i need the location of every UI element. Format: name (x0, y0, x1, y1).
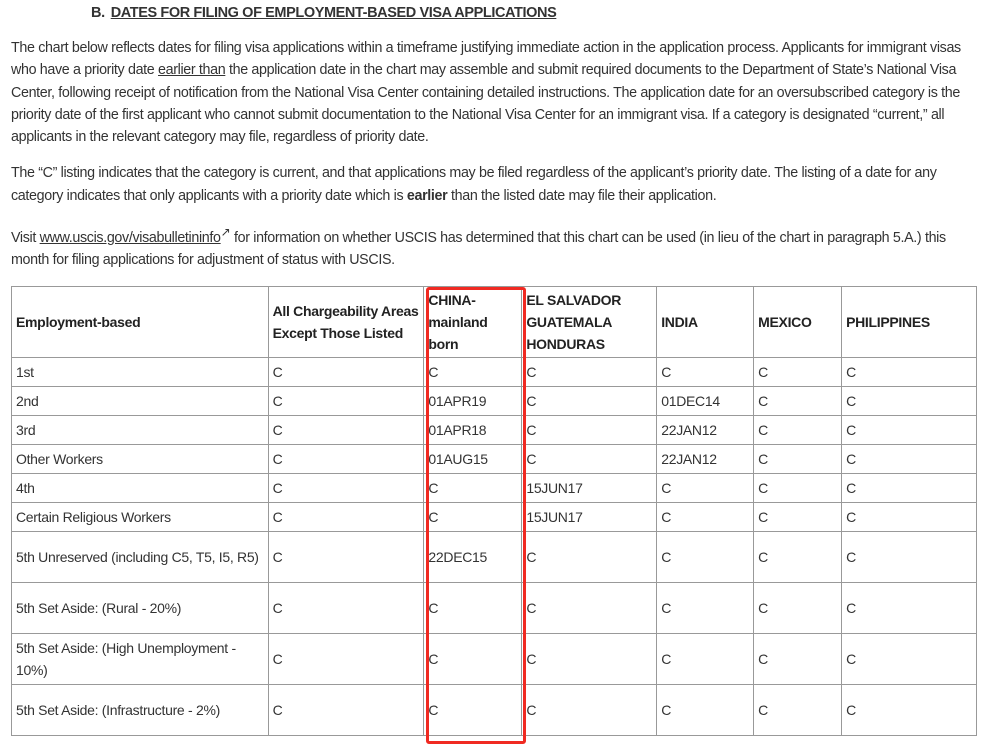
date-cell: C (841, 473, 977, 503)
table-row: 2nd C 01APR19 C 01DEC14 C C (11, 386, 977, 416)
table-row: Other Workers C 01AUG15 C 22JAN12 C C (11, 444, 977, 474)
category-cell: 5th Set Aside: (High Unemployment - 10%) (11, 633, 269, 685)
category-cell: Other Workers (11, 444, 269, 474)
paragraph-uscis: Visit www.uscis.gov/visabulletininfo↗ fo… (11, 225, 946, 269)
date-cell: C (521, 633, 658, 685)
column-header: EL SALVADOR GUATEMALA HONDURAS (521, 286, 658, 358)
date-cell: 01APR18 (423, 415, 523, 445)
date-cell: C (841, 415, 977, 445)
paragraph-intro: The chart below reflects dates for filin… (11, 40, 961, 146)
date-cell: C (841, 444, 977, 474)
date-cell: C (753, 582, 843, 634)
date-cell: C (521, 684, 658, 736)
date-cell: C (267, 582, 425, 634)
date-cell: C (656, 633, 755, 685)
date-cell: 15JUN17 (521, 502, 658, 532)
date-cell: 15JUN17 (521, 473, 658, 503)
page: B. DATES FOR FILING OF EMPLOYMENT-BASED V… (0, 0, 988, 271)
category-cell: 5th Set Aside: (Rural - 20%) (11, 582, 269, 634)
date-cell: C (656, 582, 755, 634)
table-row: 5th Set Aside: (Infrastructure - 2%) C C C C… (11, 684, 977, 736)
table-row: 5th Set Aside: (High Unemployment - 10%)… (11, 633, 977, 685)
date-cell: C (753, 415, 843, 445)
date-cell: 22JAN12 (656, 444, 755, 474)
date-cell: C (753, 633, 843, 685)
date-cell: 01DEC14 (656, 386, 755, 416)
date-cell: C (841, 582, 977, 634)
date-cell: C (267, 633, 425, 685)
category-cell: 1st (11, 357, 269, 387)
date-cell: C (753, 386, 843, 416)
external-link-icon: ↗ (220, 225, 231, 240)
date-cell: C (521, 386, 658, 416)
date-cell: C (753, 444, 843, 474)
date-cell: C (521, 444, 658, 474)
date-cell: C (267, 684, 425, 736)
date-cell: C (423, 633, 523, 685)
table-row: 4th C C 15JUN17 C C C (11, 473, 977, 503)
date-cell: 22DEC15 (423, 531, 523, 583)
column-header: Employment-based (11, 286, 269, 358)
date-cell: C (423, 582, 523, 634)
category-cell: 2nd (11, 386, 269, 416)
dates-for-filing-table: Employment-based All Chargeability Areas … (11, 286, 977, 736)
category-cell: 5th Unreserved (including C5, T5, I5, R5… (11, 531, 269, 583)
date-cell: C (656, 502, 755, 532)
date-cell: C (267, 531, 425, 583)
date-cell: C (423, 357, 523, 387)
category-cell: 3rd (11, 415, 269, 445)
uscis-link[interactable]: www.uscis.gov/visabulletininfo (39, 229, 221, 246)
date-cell: C (753, 473, 843, 503)
date-cell: C (267, 444, 425, 474)
date-cell: C (841, 684, 977, 736)
date-cell: 01AUG15 (423, 444, 523, 474)
date-cell: C (656, 684, 755, 736)
date-cell: C (267, 357, 425, 387)
date-cell: C (841, 357, 977, 387)
category-cell: Certain Religious Workers (11, 502, 269, 532)
category-cell: 4th (11, 473, 269, 503)
date-cell: C (753, 502, 843, 532)
date-cell: C (423, 502, 523, 532)
table-row: Certain Religious Workers C C 15JUN17 C C C (11, 502, 977, 532)
column-header: PHILIPPINES (841, 286, 977, 358)
date-cell: C (841, 502, 977, 532)
column-header: MEXICO (753, 286, 843, 358)
section-heading: B. DATES FOR FILING OF EMPLOYMENT-BASED V… (91, 5, 557, 21)
date-cell: C (656, 531, 755, 583)
date-cell: C (521, 582, 658, 634)
date-cell: C (656, 357, 755, 387)
column-header: All Chargeability Areas Except Those Lis… (267, 286, 425, 358)
date-cell: C (267, 415, 425, 445)
date-cell: C (423, 684, 523, 736)
table-row: 1st C C C C C C (11, 357, 977, 387)
date-cell: C (521, 357, 658, 387)
date-cell: C (267, 502, 425, 532)
date-cell: C (841, 633, 977, 685)
date-cell: 22JAN12 (656, 415, 755, 445)
date-cell: C (656, 473, 755, 503)
date-cell: C (841, 531, 977, 583)
date-cell: 01APR19 (423, 386, 523, 416)
paragraph-c-listing: The “C” listing indicates that the categ… (11, 165, 937, 204)
date-cell: C (753, 357, 843, 387)
column-header: INDIA (656, 286, 755, 358)
table-row: 3rd C 01APR18 C 22JAN12 C C (11, 415, 977, 445)
date-cell: C (521, 531, 658, 583)
section-title: DATES FOR FILING OF EMPLOYMENT-BASED VIS… (110, 5, 557, 21)
date-cell: C (753, 684, 843, 736)
date-cell: C (841, 386, 977, 416)
date-cell: C (521, 415, 658, 445)
date-cell: C (267, 473, 425, 503)
date-cell: C (753, 531, 843, 583)
date-cell: C (423, 473, 523, 503)
category-cell: 5th Set Aside: (Infrastructure - 2%) (11, 684, 269, 736)
table-row: 5th Unreserved (including C5, T5, I5, R5… (11, 531, 977, 583)
date-cell: C (267, 386, 425, 416)
column-header: CHINA-mainland born (423, 286, 523, 358)
table-row: 5th Set Aside: (Rural - 20%) C C C C C C (11, 582, 977, 634)
table-header-row: Employment-based All Chargeability Areas … (11, 286, 977, 358)
